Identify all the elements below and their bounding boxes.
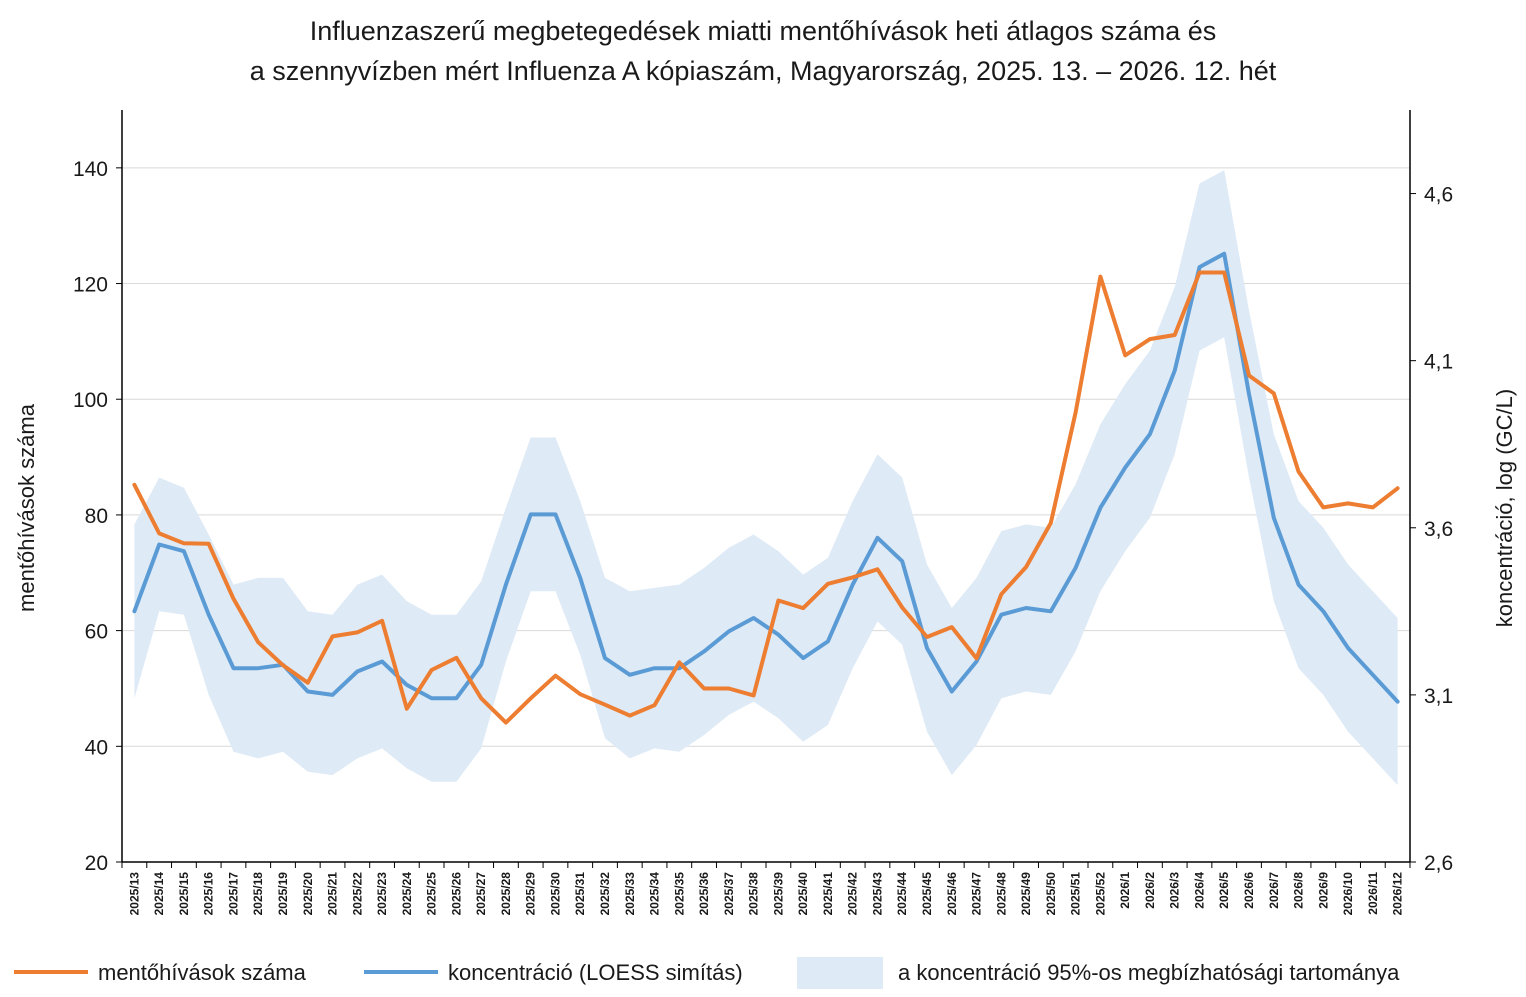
- x-tick-label: 2026/9: [1316, 872, 1330, 909]
- left-tick-label: 140: [73, 158, 108, 181]
- x-tick-label: 2025/46: [945, 872, 959, 916]
- x-tick-label: 2025/37: [722, 872, 736, 916]
- x-tick-label: 2025/27: [474, 872, 488, 916]
- x-tick-label: 2026/5: [1217, 872, 1231, 909]
- right-tick-label: 4,1: [1424, 351, 1453, 374]
- x-tick-label: 2025/35: [672, 872, 686, 916]
- calls-series-line: [132, 270, 1400, 725]
- x-tick-label: 2025/45: [920, 872, 934, 916]
- x-tick-label: 2025/21: [326, 872, 340, 916]
- x-tick-label: 2025/28: [499, 872, 513, 916]
- left-tick-label: 80: [85, 505, 108, 528]
- x-tick-label: 2026/1: [1118, 872, 1132, 909]
- right-axis-ticks: 2,6 3,1 3,6 4,1 4,6: [1410, 184, 1453, 875]
- x-tick-label: 2025/30: [548, 872, 562, 916]
- x-tick-label: 2025/40: [796, 872, 810, 916]
- x-tick-label: 2025/20: [301, 872, 315, 916]
- chart-title-line-1: Influenzaszerű megbetegedések miatti men…: [310, 16, 1217, 46]
- legend-band-swatch: [797, 957, 883, 989]
- x-tick-label: 2026/10: [1341, 872, 1355, 916]
- x-tick-label: 2026/6: [1242, 872, 1256, 909]
- right-tick-label: 2,6: [1424, 852, 1453, 875]
- x-tick-label: 2025/24: [400, 872, 414, 916]
- x-axis-ticks: 2025/13 2025/14 2025/15 2025/16 2025/17 2025/…: [121, 862, 1411, 916]
- x-tick-label: 2025/26: [449, 872, 463, 916]
- x-tick-label: 2026/3: [1168, 872, 1182, 909]
- right-tick-label: 3,1: [1424, 685, 1453, 708]
- x-tick-label: 2025/48: [994, 872, 1008, 916]
- x-tick-label: 2026/2: [1143, 872, 1157, 909]
- x-tick-label: 2025/49: [1019, 872, 1033, 916]
- left-tick-label: 100: [73, 389, 108, 412]
- x-tick-label: 2025/47: [970, 872, 984, 916]
- right-tick-label: 3,6: [1424, 518, 1453, 541]
- x-tick-label: 2025/52: [1093, 872, 1107, 916]
- legend-band-label: a koncentráció 95%-os megbízhatósági tar…: [898, 960, 1400, 985]
- concentration-series-line: [132, 251, 1400, 704]
- x-tick-label: 2025/44: [895, 872, 909, 916]
- confidence-band: [134, 170, 1398, 786]
- x-tick-label: 2025/13: [127, 872, 141, 916]
- confidence-band-layer: [134, 170, 1398, 786]
- x-tick-label: 2025/16: [202, 872, 216, 916]
- legend-calls-label: mentőhívások száma: [98, 960, 307, 985]
- x-tick-label: 2025/14: [152, 872, 166, 916]
- x-tick-label: 2026/8: [1292, 872, 1306, 909]
- left-axis-title: mentőhívások száma: [14, 403, 39, 612]
- x-tick-label: 2025/42: [846, 872, 860, 916]
- right-tick-label: 4,6: [1424, 184, 1453, 207]
- x-tick-label: 2025/23: [375, 872, 389, 916]
- x-tick-label: 2025/33: [623, 872, 637, 916]
- x-tick-label: 2025/50: [1044, 872, 1058, 916]
- x-tick-label: 2025/31: [573, 872, 587, 916]
- chart-title-line-2: a szennyvízben mért Influenza A kópiaszá…: [250, 56, 1277, 86]
- x-tick-label: 2025/32: [598, 872, 612, 916]
- x-tick-label: 2026/7: [1267, 872, 1281, 909]
- x-tick-label: 2025/38: [747, 872, 761, 916]
- left-tick-label: 120: [73, 274, 108, 297]
- x-tick-label: 2025/34: [648, 872, 662, 916]
- left-tick-label: 60: [85, 621, 108, 644]
- legend: mentőhívások száma koncentráció (LOESS s…: [14, 957, 1400, 989]
- x-tick-label: 2025/19: [276, 872, 290, 916]
- x-tick-label: 2025/22: [350, 872, 364, 916]
- x-tick-label: 2025/51: [1069, 872, 1083, 916]
- x-tick-label: 2025/17: [226, 872, 240, 916]
- series-lines-layer: [132, 251, 1400, 725]
- left-axis-ticks: 20 40 60 80 100 120 140: [73, 158, 122, 875]
- legend-conc-label: koncentráció (LOESS simítás): [448, 960, 743, 985]
- x-tick-label: 2025/36: [697, 872, 711, 916]
- left-tick-label: 40: [85, 736, 108, 759]
- x-tick-label: 2025/43: [870, 872, 884, 916]
- x-tick-label: 2025/18: [251, 872, 265, 916]
- x-tick-label: 2026/4: [1192, 872, 1206, 909]
- x-tick-label: 2025/15: [177, 872, 191, 916]
- x-tick-label: 2025/29: [524, 872, 538, 916]
- x-tick-label: 2025/25: [425, 872, 439, 916]
- x-tick-label: 2025/41: [821, 872, 835, 916]
- x-tick-label: 2026/12: [1391, 872, 1405, 916]
- x-tick-label: 2025/39: [771, 872, 785, 916]
- left-tick-label: 20: [85, 852, 108, 875]
- right-axis-title: koncentráció, log (GC/L): [1492, 389, 1517, 627]
- x-tick-label: 2026/11: [1366, 872, 1380, 915]
